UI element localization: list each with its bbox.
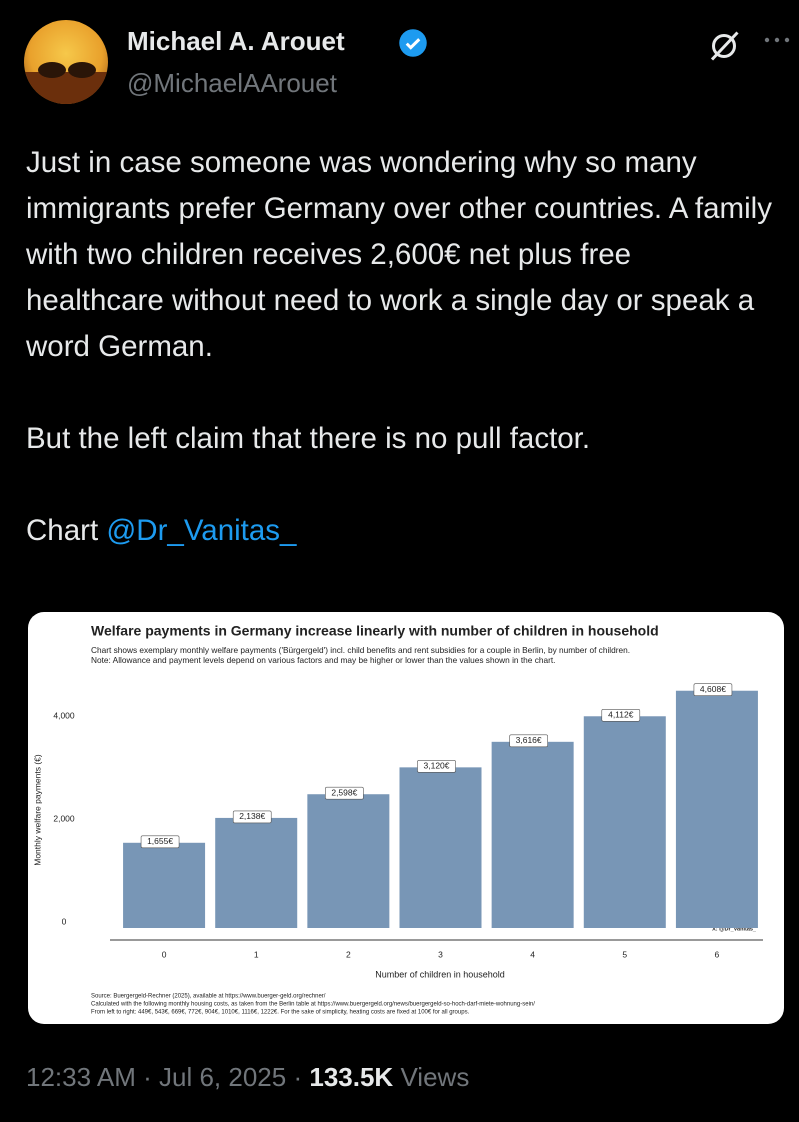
value-label: 3,616€ xyxy=(516,735,542,745)
x-tick-label: 0 xyxy=(162,949,167,959)
y-tick-label: 4,000 xyxy=(53,710,75,720)
bar xyxy=(215,817,298,928)
source-line: Source: Buergergeld-Rechner (2025), avai… xyxy=(91,994,326,1000)
views-label: Views xyxy=(400,1062,470,1092)
chart-subtitle: Chart shows exemplary monthly welfare pa… xyxy=(91,645,630,655)
paragraph: Just in case someone was wondering why s… xyxy=(26,146,772,363)
credit-text: Chart xyxy=(26,514,99,547)
value-label: 4,608€ xyxy=(700,684,726,694)
author-name[interactable]: Michael A. Arouet xyxy=(127,26,345,56)
verified-badge xyxy=(399,29,427,57)
value-label: 2,138€ xyxy=(239,811,265,821)
tweet-meta: 12:33 AM · Jul 6, 2025 · 133.5K Views xyxy=(26,1062,469,1093)
chart-subtitle: Note: Allowance and payment levels depen… xyxy=(91,655,555,665)
avatar[interactable] xyxy=(24,20,108,104)
author-handle[interactable]: @MichaelAArouet xyxy=(127,68,337,98)
bar xyxy=(399,767,482,928)
x-axis-label: Number of children in household xyxy=(375,969,505,979)
mention-link[interactable]: @Dr_Vanitas_ xyxy=(106,514,297,547)
value-label: 3,120€ xyxy=(424,761,450,771)
paragraph: But the left claim that there is no pull… xyxy=(26,422,591,455)
chart-title: Welfare payments in Germany increase lin… xyxy=(91,623,659,639)
y-axis-label: Monthly welfare payments (€) xyxy=(32,754,42,866)
x-tick-label: 5 xyxy=(622,949,627,959)
tweet-text: Just in case someone was wondering why s… xyxy=(26,140,776,600)
value-label-box xyxy=(325,786,364,800)
y-tick-label: 0 xyxy=(62,916,67,926)
separator: · xyxy=(143,1062,152,1092)
more-icon[interactable] xyxy=(763,30,791,50)
bar xyxy=(675,690,758,928)
value-label-box xyxy=(509,734,548,748)
source-line: Calculated with the following monthly ho… xyxy=(91,1002,535,1008)
bar xyxy=(583,716,666,928)
bar xyxy=(123,842,206,928)
paragraph: Chart @Dr_Vanitas_ xyxy=(26,508,776,554)
x-tick-label: 2 xyxy=(346,949,351,959)
value-label-box xyxy=(601,708,641,722)
bar xyxy=(491,741,574,928)
separator: · xyxy=(293,1062,303,1092)
value-label: 2,598€ xyxy=(331,787,357,797)
value-label: 4,112€ xyxy=(608,710,634,720)
y-tick-label: 2,000 xyxy=(53,813,75,823)
avatar-art xyxy=(24,62,108,104)
view-count: 133.5K xyxy=(309,1062,394,1092)
date[interactable]: Jul 6, 2025 xyxy=(159,1062,287,1092)
grok-icon[interactable] xyxy=(706,28,742,64)
value-label-box xyxy=(232,810,272,824)
watermark: X: @Dr_Vanitas_ xyxy=(712,926,757,932)
source-line: From left to right: 449€, 543€, 669€, 77… xyxy=(91,1010,470,1016)
x-tick-label: 4 xyxy=(530,949,535,959)
x-tick-label: 1 xyxy=(254,949,259,959)
bar xyxy=(307,794,390,928)
value-label-box xyxy=(140,835,180,849)
x-tick-label: 6 xyxy=(715,949,720,959)
time[interactable]: 12:33 AM xyxy=(26,1062,136,1092)
chart: Welfare payments in Germany increase lin… xyxy=(32,623,763,1016)
x-tick-label: 3 xyxy=(438,949,443,959)
value-label-box xyxy=(417,760,456,773)
chart-image[interactable]: Welfare payments in Germany increase lin… xyxy=(28,612,784,1024)
value-label: 1,655€ xyxy=(147,836,173,846)
value-label-box xyxy=(693,683,733,697)
